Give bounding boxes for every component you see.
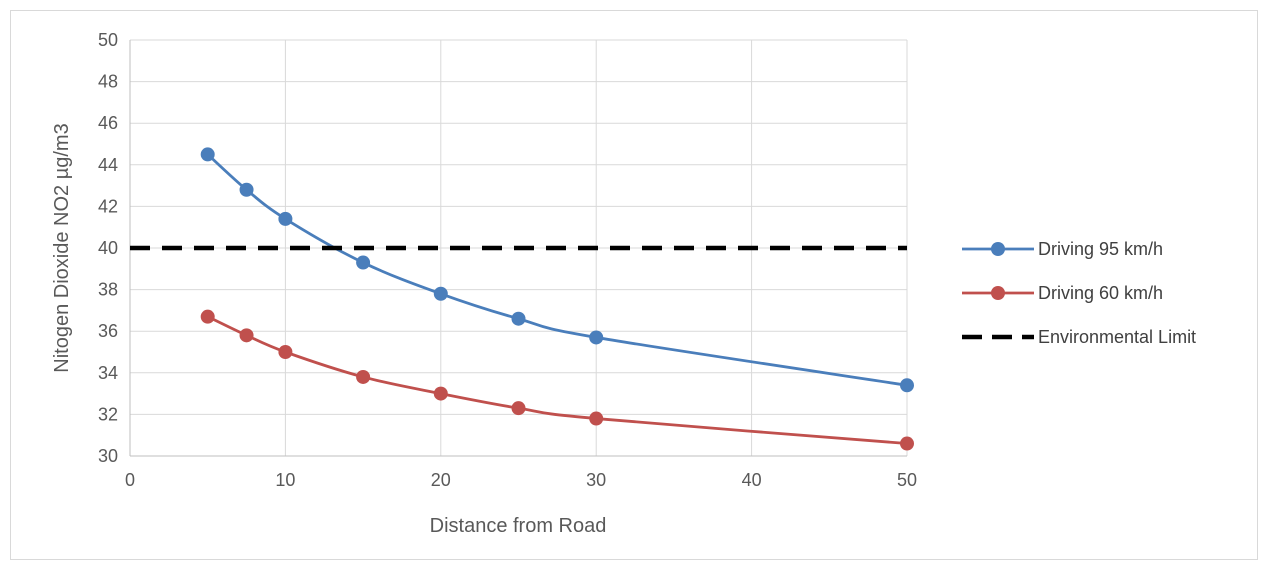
data-point-driving-95-km-h	[356, 255, 371, 270]
y-tick-label: 50	[98, 30, 118, 50]
x-tick-label: 10	[275, 470, 295, 490]
legend-label: Environmental Limit	[1038, 327, 1196, 347]
y-tick-label: 38	[98, 280, 118, 300]
y-tick-label: 30	[98, 446, 118, 466]
data-point-driving-60-km-h	[200, 309, 215, 324]
legend-item-driving-95-km-h: Driving 95 km/h	[962, 239, 1163, 259]
y-tick-label: 40	[98, 238, 118, 258]
y-tick-label: 32	[98, 404, 118, 424]
data-point-driving-95-km-h	[589, 330, 604, 345]
data-point-driving-95-km-h	[433, 286, 448, 301]
legend-label: Driving 60 km/h	[1038, 283, 1163, 303]
x-tick-label: 20	[431, 470, 451, 490]
legend: Driving 95 km/h Driving 60 km/h Environmen…	[962, 239, 1196, 347]
y-tick-label: 34	[98, 363, 118, 383]
data-point-driving-60-km-h	[239, 328, 254, 343]
y-tick-label: 42	[98, 196, 118, 216]
legend-item-driving-60-km-h: Driving 60 km/h	[962, 283, 1163, 303]
data-point-driving-60-km-h	[900, 436, 914, 451]
data-point-driving-60-km-h	[356, 369, 371, 384]
x-tick-label: 40	[742, 470, 762, 490]
tick-labels: 30 32 34 36 38 40 42 44 46 48 50 0 10 20 30 40 50	[98, 30, 917, 490]
legend-label: Driving 95 km/h	[1038, 239, 1163, 259]
x-tick-label: 30	[586, 470, 606, 490]
data-point-driving-95-km-h	[900, 378, 914, 393]
legend-marker	[991, 286, 1005, 300]
data-point-driving-95-km-h	[278, 211, 293, 226]
gridlines	[130, 39, 908, 456]
data-point-driving-95-km-h	[511, 311, 526, 326]
series-markers	[200, 147, 914, 451]
series-line-driving-95-km-h	[206, 153, 908, 387]
y-tick-label: 36	[98, 321, 118, 341]
series-lines	[130, 153, 908, 445]
y-tick-label: 46	[98, 113, 118, 133]
legend-marker	[991, 242, 1005, 256]
x-axis-title: Distance from Road	[430, 515, 607, 537]
data-point-driving-60-km-h	[433, 386, 448, 401]
x-tick-label: 50	[897, 470, 917, 490]
data-point-driving-60-km-h	[278, 345, 293, 359]
data-point-driving-60-km-h	[589, 411, 604, 426]
series-line-driving-60-km-h	[207, 315, 908, 445]
legend-item-environmental-limit: Environmental Limit	[962, 327, 1196, 347]
y-tick-label: 48	[98, 72, 118, 92]
chart-frame	[10, 10, 1258, 560]
data-point-driving-95-km-h	[239, 182, 254, 197]
data-point-driving-60-km-h	[511, 401, 526, 416]
y-axis-title: Nitogen Dioxide NO2 µg/m3	[51, 123, 73, 372]
data-point-driving-95-km-h	[200, 147, 215, 162]
x-tick-label: 0	[125, 470, 135, 490]
y-tick-label: 44	[98, 155, 118, 175]
